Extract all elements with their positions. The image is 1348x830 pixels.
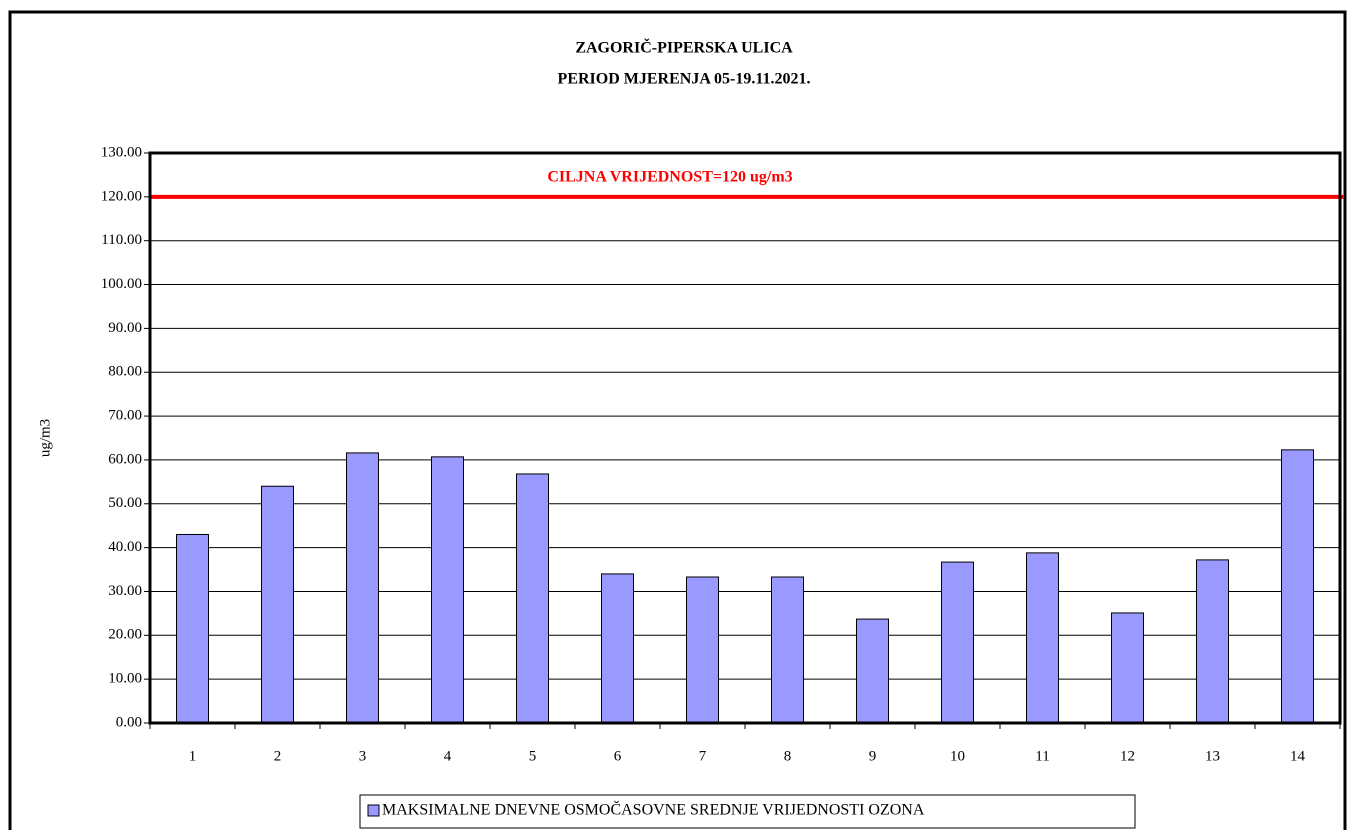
y-tick-label: 110.00 — [101, 232, 142, 248]
x-tick-label: 10 — [950, 748, 965, 764]
y-tick-label: 10.00 — [108, 671, 142, 687]
y-tick-label: 130.00 — [101, 144, 142, 160]
y-tick-label: 30.00 — [108, 583, 142, 599]
x-tick-label: 7 — [699, 748, 707, 764]
y-tick-label: 20.00 — [108, 627, 142, 643]
x-tick-label: 8 — [784, 748, 792, 764]
y-tick-label: 90.00 — [108, 320, 142, 336]
chart-title: ZAGORIČ-PIPERSKA ULICA — [575, 38, 793, 57]
x-tick-label: 13 — [1205, 748, 1220, 764]
bar — [516, 473, 549, 724]
bar — [261, 485, 294, 724]
x-tick-label: 2 — [274, 748, 282, 764]
x-tick-label: 1 — [189, 748, 197, 764]
bar — [1196, 559, 1229, 724]
y-tick-label: 70.00 — [108, 408, 142, 424]
y-tick-label: 100.00 — [101, 276, 142, 292]
y-tick-label: 40.00 — [108, 539, 142, 555]
bar — [346, 452, 379, 724]
reference-label: CILJNA VRIJEDNOST=120 ug/m3 — [547, 169, 792, 186]
x-tick-label: 11 — [1035, 748, 1049, 764]
y-tick-label: 120.00 — [101, 188, 142, 204]
y-tick-label: 80.00 — [108, 364, 142, 380]
bar — [771, 576, 804, 724]
chart-frame — [8, 10, 1347, 830]
bar — [686, 576, 719, 724]
x-tick-label: 6 — [614, 748, 622, 764]
x-tick-label: 12 — [1120, 748, 1135, 764]
bar — [1281, 449, 1314, 724]
bar — [1026, 552, 1059, 724]
legend-swatch — [367, 804, 380, 817]
bar — [856, 618, 889, 724]
y-tick-label: 0.00 — [116, 714, 142, 730]
bar — [176, 533, 209, 724]
y-tick-label: 50.00 — [108, 495, 142, 511]
x-tick-label: 5 — [529, 748, 537, 764]
y-axis-label: ug/m3 — [37, 419, 53, 457]
bar — [601, 573, 634, 724]
x-tick-label: 14 — [1290, 748, 1306, 764]
x-tick-label: 9 — [869, 748, 877, 764]
x-tick-label: 4 — [444, 748, 452, 764]
legend-label: MAKSIMALNE DNEVNE OSMOČASOVNE SREDNJE VR… — [382, 800, 925, 819]
plot-border — [148, 151, 1342, 725]
x-tick-label: 3 — [359, 748, 367, 764]
bar — [1111, 612, 1144, 724]
bar — [431, 456, 464, 724]
chart-subtitle: PERIOD MJERENJA 05-19.11.2021. — [558, 71, 811, 88]
bar — [941, 561, 974, 724]
legend-box — [359, 794, 1136, 829]
y-tick-label: 60.00 — [108, 451, 142, 467]
